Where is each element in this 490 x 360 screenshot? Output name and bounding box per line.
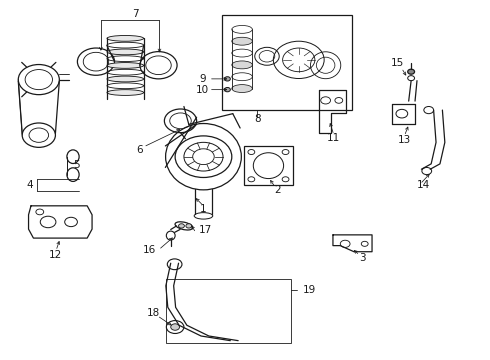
Circle shape xyxy=(408,69,415,74)
Ellipse shape xyxy=(107,90,144,95)
Ellipse shape xyxy=(232,37,252,45)
Text: 16: 16 xyxy=(143,245,156,255)
Text: 5: 5 xyxy=(73,159,80,170)
Text: 12: 12 xyxy=(49,249,63,260)
Text: 18: 18 xyxy=(147,309,160,318)
Ellipse shape xyxy=(107,49,144,55)
Text: 6: 6 xyxy=(137,145,143,155)
Text: 14: 14 xyxy=(416,180,430,190)
Ellipse shape xyxy=(107,36,144,41)
Text: 2: 2 xyxy=(274,185,281,195)
Text: 3: 3 xyxy=(359,253,366,263)
Text: 1: 1 xyxy=(200,204,207,215)
Text: 9: 9 xyxy=(199,74,206,84)
Text: 11: 11 xyxy=(327,133,341,143)
Text: 19: 19 xyxy=(303,285,317,296)
Bar xyxy=(166,279,292,343)
Text: 4: 4 xyxy=(26,180,33,190)
Bar xyxy=(221,15,352,110)
Ellipse shape xyxy=(232,85,252,93)
Circle shape xyxy=(178,224,184,228)
Ellipse shape xyxy=(232,61,252,69)
Text: 13: 13 xyxy=(398,135,411,145)
Text: 10: 10 xyxy=(196,85,209,95)
Ellipse shape xyxy=(107,76,144,82)
Bar xyxy=(244,146,293,185)
Circle shape xyxy=(171,324,179,330)
Circle shape xyxy=(224,77,230,81)
Text: 8: 8 xyxy=(254,114,261,125)
Circle shape xyxy=(224,87,230,92)
Ellipse shape xyxy=(107,63,144,68)
Text: 15: 15 xyxy=(391,58,404,68)
Text: 7: 7 xyxy=(132,9,138,19)
Circle shape xyxy=(186,224,192,228)
Text: 17: 17 xyxy=(198,225,212,235)
